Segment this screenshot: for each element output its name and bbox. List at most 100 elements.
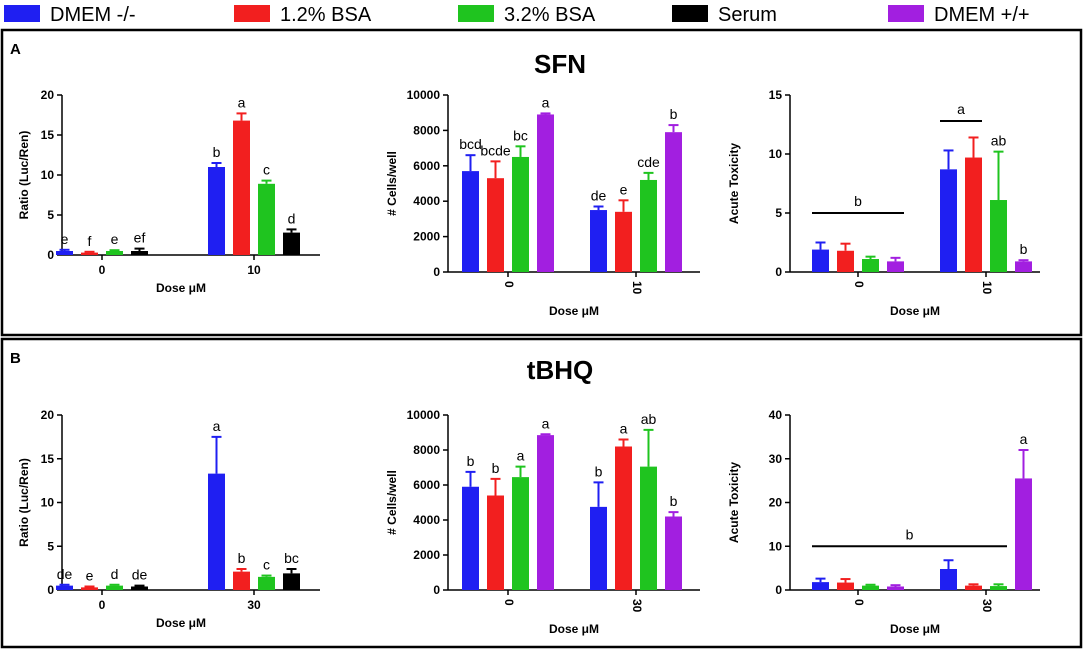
bar	[837, 582, 854, 590]
x-tick-label: 10	[630, 281, 644, 295]
y-tick-label: 30	[769, 452, 783, 466]
x-axis-label: Dose μM	[156, 281, 206, 295]
x-tick-label: 30	[247, 598, 261, 612]
bar	[56, 251, 73, 255]
panel-a: A SFN 0 5 10 15 20 Ratio (Luc/Ren) 0 10 Dose μM e…	[0, 28, 1083, 337]
significance-label: f	[88, 233, 92, 249]
significance-label: b	[595, 463, 603, 479]
y-axis-label: # Cells/well	[385, 470, 399, 535]
bar	[940, 169, 957, 272]
bar	[990, 586, 1007, 590]
y-tick-label: 4000	[413, 513, 440, 527]
bar	[487, 178, 504, 272]
significance-label: ef	[134, 230, 146, 246]
y-axis-label: Acute Toxicity	[727, 462, 741, 543]
significance-label: ab	[991, 133, 1007, 149]
y-tick-label: 10	[41, 168, 55, 182]
bar	[462, 171, 479, 272]
bar	[990, 200, 1007, 272]
chart-b2-cells-per-well: 0 2000 4000 6000 8000 10000 # Cells/well 0 30 Dos…	[385, 408, 700, 636]
bar	[106, 251, 123, 255]
bar	[812, 249, 829, 272]
legend-label: 3.2% BSA	[504, 4, 596, 26]
x-tick-label: 30	[980, 599, 994, 613]
legend-label: 1.2% BSA	[280, 4, 372, 26]
x-axis-label: Dose μM	[549, 304, 599, 318]
bar	[81, 252, 98, 255]
y-tick-label: 8000	[413, 443, 440, 457]
x-tick-label: 0	[99, 598, 106, 612]
bar	[106, 585, 123, 590]
bar	[640, 466, 657, 590]
significance-label: cde	[637, 154, 660, 170]
y-tick-label: 10	[41, 496, 55, 510]
bar	[965, 157, 982, 272]
x-tick-label: 10	[247, 263, 261, 277]
panel-b-frame	[0, 337, 1083, 649]
bar	[887, 586, 904, 590]
bar	[131, 586, 148, 590]
legend-swatch-serum	[672, 5, 708, 22]
significance-label: a	[542, 94, 550, 110]
chart-a2-cells-per-well: 0 2000 4000 6000 8000 10000 # Cells/well 0 10 Dos…	[385, 88, 700, 318]
y-tick-label: 10	[769, 147, 783, 161]
significance-label: e	[86, 568, 94, 584]
significance-label: c	[263, 162, 270, 178]
x-tick-label: 0	[502, 281, 516, 288]
legend-swatch-bsa-3-2	[458, 5, 494, 22]
x-axis-label: Dose μM	[549, 622, 599, 636]
significance-label: a	[620, 421, 628, 437]
panel-b-title: tBHQ	[527, 355, 593, 385]
x-tick-label: 0	[852, 599, 866, 606]
y-tick-label: 0	[775, 583, 782, 597]
y-tick-label: 10000	[407, 408, 441, 422]
bar	[887, 261, 904, 272]
significance-label: b	[238, 550, 246, 566]
y-tick-label: 10000	[407, 88, 441, 102]
y-tick-label: 20	[41, 88, 55, 102]
y-tick-label: 6000	[413, 159, 440, 173]
x-axis-label: Dose μM	[890, 304, 940, 318]
significance-label: a	[1020, 431, 1028, 447]
y-tick-label: 2000	[413, 230, 440, 244]
bar	[1015, 478, 1032, 590]
significance-label: de	[132, 567, 148, 583]
significance-label: de	[591, 188, 607, 204]
x-axis-label: Dose μM	[156, 616, 206, 630]
legend-swatch-dmem-minus	[4, 5, 40, 22]
y-tick-label: 0	[433, 583, 440, 597]
significance-label: d	[288, 210, 296, 226]
significance-label: b	[467, 453, 475, 469]
y-tick-label: 5	[47, 539, 54, 553]
significance-label: b	[213, 144, 221, 160]
bar	[537, 435, 554, 590]
legend-item: 3.2% BSA	[458, 4, 596, 26]
bar	[283, 573, 300, 590]
y-tick-label: 20	[769, 496, 783, 510]
bar	[283, 232, 300, 255]
bar	[233, 120, 250, 255]
y-tick-label: 5	[775, 206, 782, 220]
x-tick-label: 0	[99, 263, 106, 277]
significance-label: bc	[513, 127, 528, 143]
bar	[512, 477, 529, 590]
significance-label: a	[238, 94, 246, 110]
y-tick-label: 10	[769, 539, 783, 553]
significance-label: a	[517, 448, 525, 464]
significance-label: bcde	[480, 142, 511, 158]
legend-label: Serum	[718, 4, 777, 26]
significance-label: b	[1020, 241, 1028, 257]
y-tick-label: 0	[433, 265, 440, 279]
significance-label: b	[670, 106, 678, 122]
significance-label: e	[61, 231, 69, 247]
bar	[837, 250, 854, 272]
significance-label: e	[111, 231, 119, 247]
panel-b-letter: B	[10, 350, 21, 367]
legend: DMEM -/- 1.2% BSA 3.2% BSA Serum DMEM +/…	[4, 4, 1030, 26]
significance-label: b	[492, 460, 500, 476]
bar	[512, 156, 529, 272]
y-axis-label: Ratio (Luc/Ren)	[17, 458, 31, 547]
bar	[640, 179, 657, 272]
bar	[81, 587, 98, 590]
x-tick-label: 0	[502, 599, 516, 606]
